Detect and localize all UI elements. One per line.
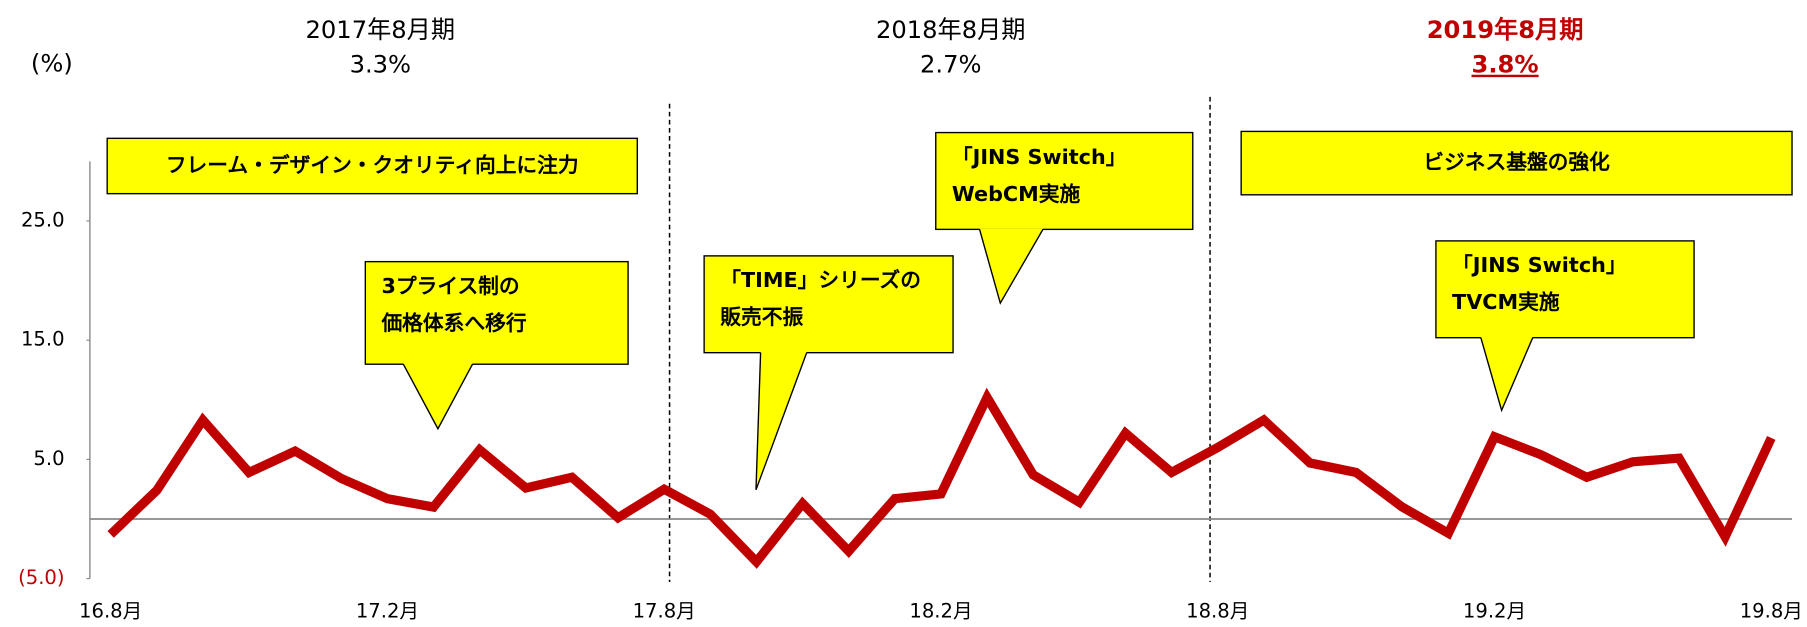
callout-box (1435, 240, 1695, 339)
period-title: 2019年8月期 (1427, 16, 1584, 44)
callout-text: TVCM実施 (1452, 290, 1560, 314)
callout-text: 「TIME」シリーズの (720, 268, 921, 292)
callout-text: WebCM実施 (952, 182, 1081, 206)
y-axis-label: (%) (31, 50, 73, 78)
callout-tail-edge (1480, 337, 1534, 413)
callout-text: ビジネス基盤の強化 (1423, 150, 1610, 174)
callout: フレーム・デザイン・クオリティ向上に注力 (106, 137, 638, 195)
callout-text: 「JINS Switch」 (952, 145, 1127, 169)
callout-tail-edge (978, 229, 1044, 305)
y-tick-label: 15.0 (21, 328, 65, 351)
y-tick-label: 5.0 (33, 447, 64, 470)
callout-tail (979, 228, 1043, 304)
data-line (107, 387, 1776, 569)
callout-text: 販売不振 (720, 305, 803, 329)
period-growth: 2.7% (920, 51, 981, 79)
x-tick-label: 19.2月 (1463, 599, 1526, 622)
period-title: 2018年8月期 (876, 16, 1026, 44)
callout-text: 3プライス制の (381, 274, 519, 298)
x-tick-label: 18.2月 (909, 599, 972, 622)
callout-text: フレーム・デザイン・クオリティ向上に注力 (166, 153, 579, 177)
callout-tail (1480, 337, 1533, 411)
callout-box (703, 255, 954, 354)
period-title: 2017年8月期 (306, 16, 456, 44)
callout-tail (403, 363, 473, 429)
x-tick-label: 17.2月 (356, 599, 419, 622)
period-growth: 3.3% (350, 51, 411, 79)
callout-box (935, 131, 1194, 231)
callout: 「JINS Switch」 TVCM実施 (1435, 240, 1695, 413)
x-tick-label: 16.8月 (79, 599, 142, 622)
y-tick-label: (5.0) (18, 566, 64, 589)
callout-box (364, 260, 629, 365)
callout-text: 価格体系へ移行 (380, 311, 526, 335)
x-tick-label: 17.8月 (633, 599, 696, 622)
callout-text: 「JINS Switch」 (1452, 253, 1627, 277)
callout-tail-edge (402, 363, 474, 431)
x-tick-label: 19.8月 (1740, 599, 1803, 622)
callout-box (1240, 130, 1793, 196)
callout: ビジネス基盤の強化 (1240, 130, 1793, 196)
callout-tail-edge (755, 352, 808, 491)
x-tick-label: 18.8月 (1186, 599, 1249, 622)
callout: 「JINS Switch」 WebCM実施 (935, 131, 1194, 305)
period-growth: 3.8% (1472, 51, 1539, 79)
y-tick-label: 25.0 (21, 208, 65, 231)
callout-box (106, 137, 638, 195)
